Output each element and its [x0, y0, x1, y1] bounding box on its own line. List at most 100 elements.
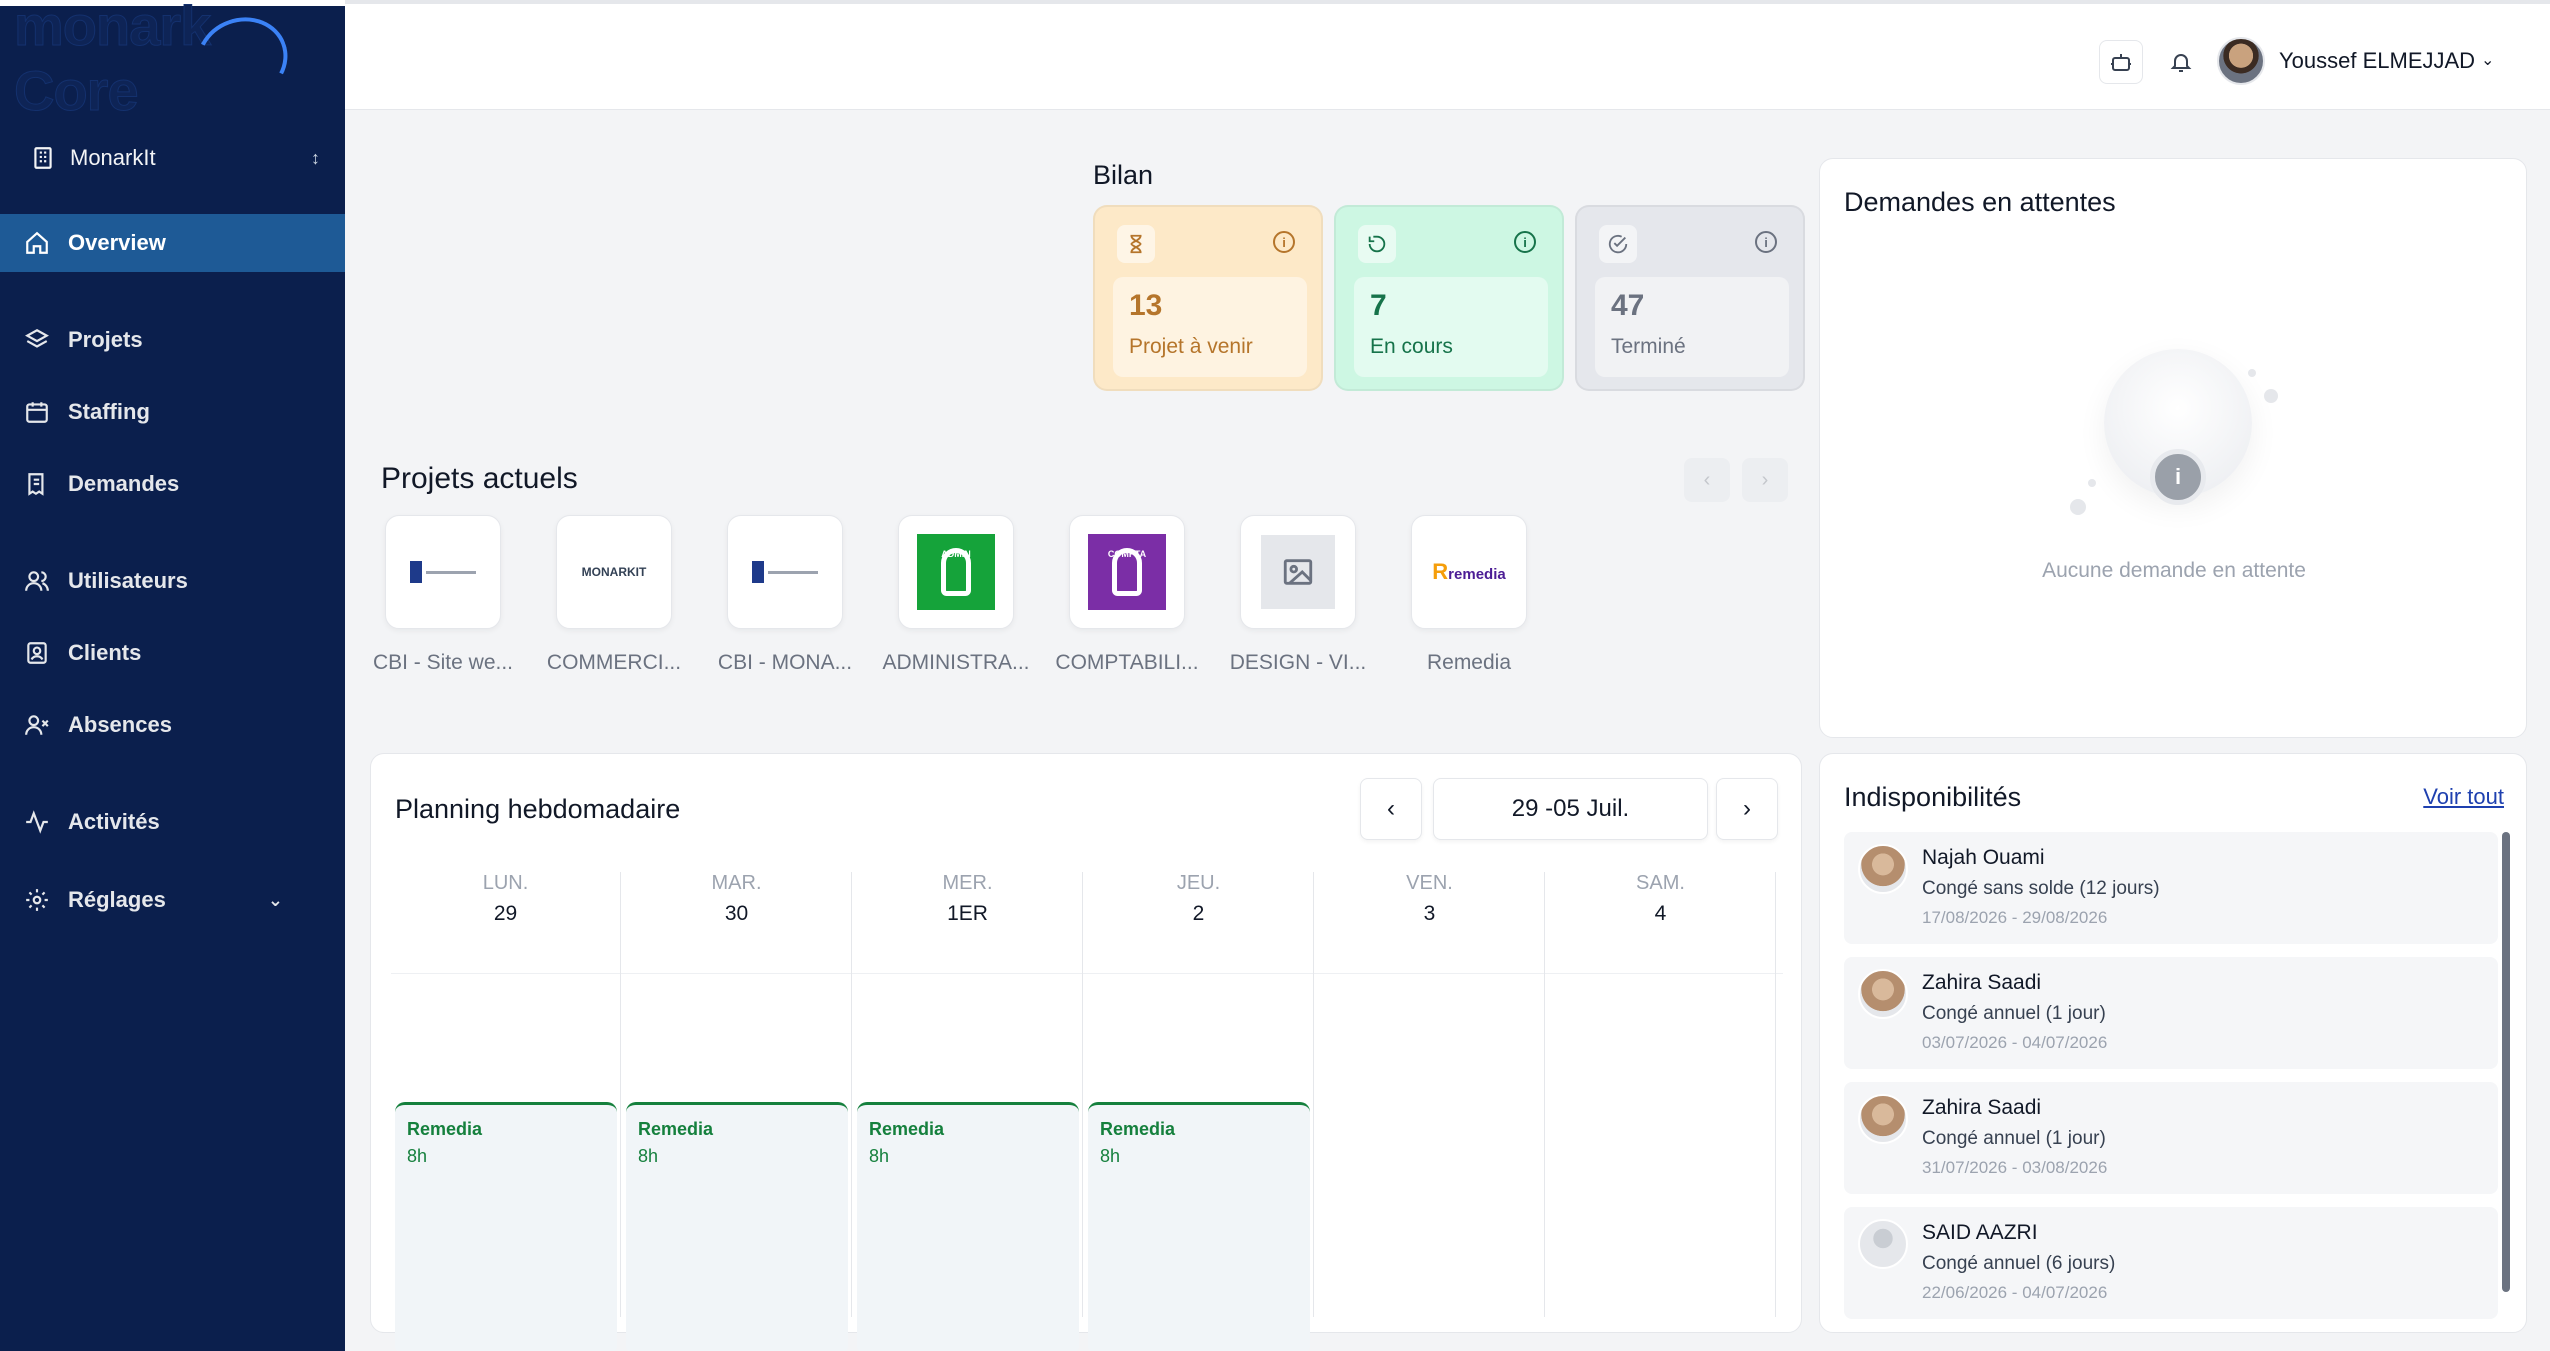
- remedia-logo-icon: Rremedia: [1432, 559, 1506, 584]
- sidebar-item-label: Activités: [68, 809, 160, 834]
- project-card[interactable]: DESIGN - VI...: [1223, 515, 1373, 675]
- sidebar-item-staffing[interactable]: Staffing: [0, 383, 345, 441]
- stat-card-en-cours[interactable]: i 7 En cours: [1334, 205, 1564, 391]
- projets-title: Projets actuels: [381, 462, 578, 495]
- planning-event[interactable]: Remedia 8h: [857, 1102, 1079, 1351]
- event-name: Remedia: [407, 1119, 483, 1139]
- user-name[interactable]: Youssef ELMEJJAD: [2279, 48, 2476, 73]
- day-name: JEU.: [1176, 872, 1221, 894]
- stat-label: Projet à venir: [1129, 335, 1253, 358]
- project-logo: COMPTA: [1069, 515, 1185, 629]
- stat-value: 7: [1370, 289, 1387, 322]
- demandes-panel: Demandes en attentes i Aucune demande en…: [1819, 158, 2527, 738]
- week-next-button[interactable]: ›: [1716, 778, 1778, 840]
- indispo-scrollbar[interactable]: [2502, 832, 2510, 1292]
- demandes-title: Demandes en attentes: [1844, 187, 2116, 217]
- info-icon[interactable]: i: [1514, 231, 1536, 253]
- project-card[interactable]: ADMIN ADMINISTRA...: [881, 515, 1031, 675]
- stat-value: 13: [1129, 289, 1163, 322]
- project-logo: ADMIN: [898, 515, 1014, 629]
- chevron-left-icon: ‹: [1703, 468, 1711, 491]
- day-name: MER.: [942, 872, 993, 894]
- project-card[interactable]: MONARKIT COMMERCI...: [539, 515, 689, 675]
- indispo-type: Congé annuel (1 jour): [1922, 1003, 2106, 1024]
- day-column: LUN. 29 Remedia 8h: [391, 872, 621, 1351]
- projets-prev-button[interactable]: ‹: [1684, 458, 1730, 502]
- project-card[interactable]: CBI - Site we...: [368, 515, 518, 675]
- project-card[interactable]: COMPTA COMPTABILI...: [1052, 515, 1202, 675]
- day-number: 3: [1423, 902, 1436, 925]
- stat-card-body: 7 En cours: [1354, 277, 1548, 377]
- sidebar-item-label: Projets: [68, 327, 143, 352]
- receipt-icon: [28, 473, 44, 496]
- chevron-down-icon[interactable]: ⌄: [2481, 52, 2495, 69]
- indispo-item[interactable]: Zahira Saadi Congé annuel (1 jour) 03/07…: [1844, 957, 2498, 1069]
- bot-icon: [2111, 54, 2131, 71]
- week-prev-button[interactable]: ‹: [1360, 778, 1422, 840]
- info-icon: i: [2150, 449, 2206, 505]
- sidebar-item-clients[interactable]: Clients: [0, 624, 345, 682]
- event-hours: 8h: [407, 1146, 428, 1166]
- day-column: JEU. 2 Remedia 8h: [1084, 872, 1314, 1351]
- notifications-button[interactable]: [2159, 40, 2203, 84]
- empty-state-text: Aucune demande en attente: [2042, 559, 2306, 582]
- day-name: SAM.: [1636, 872, 1685, 894]
- top-header: Youssef ELMEJJAD ⌄: [345, 0, 2550, 110]
- sidebar-item-label: Utilisateurs: [68, 568, 188, 593]
- info-icon[interactable]: i: [1273, 231, 1295, 253]
- avatar: [1858, 844, 1908, 894]
- user-avatar[interactable]: [2217, 37, 2265, 85]
- sidebar-item-reglages[interactable]: Réglages ⌄: [0, 871, 345, 929]
- project-card[interactable]: CBI - MONA...: [710, 515, 860, 675]
- sidebar-item-overview[interactable]: Overview: [0, 214, 345, 272]
- users-icon: [25, 571, 49, 591]
- empty-cloud-icon: i: [2070, 349, 2278, 519]
- event-name: Remedia: [638, 1119, 714, 1139]
- indispo-item[interactable]: Zahira Saadi Congé annuel (1 jour) 31/07…: [1844, 1082, 2498, 1194]
- indispo-dates: 17/08/2026 - 29/08/2026: [1922, 908, 2108, 927]
- cbi-logo-icon: [410, 561, 476, 583]
- sidebar-item-demandes[interactable]: Demandes: [0, 455, 345, 513]
- sidebar-item-utilisateurs[interactable]: Utilisateurs: [0, 552, 345, 610]
- planning-event[interactable]: Remedia 8h: [395, 1102, 617, 1351]
- indisponibilites-panel: Indisponibilités Voir tout Najah Ouami C…: [1819, 753, 2527, 1333]
- microphone-icon: ADMIN: [917, 534, 995, 610]
- indispo-type: Congé sans solde (12 jours): [1922, 878, 2160, 899]
- planning-event[interactable]: Remedia 8h: [626, 1102, 848, 1351]
- brand-logo[interactable]: monark Core: [14, 0, 334, 123]
- day-column: SAM. 4: [1546, 872, 1776, 1317]
- indispo-name: Zahira Saadi: [1922, 1096, 2042, 1119]
- project-caption: Remedia: [1426, 651, 1512, 674]
- projets-next-button[interactable]: ›: [1742, 458, 1788, 502]
- info-icon[interactable]: i: [1755, 231, 1777, 253]
- assistant-button[interactable]: [2099, 40, 2143, 84]
- sidebar-item-activites[interactable]: Activités: [0, 793, 345, 851]
- project-caption: CBI - Site we...: [372, 651, 514, 674]
- bilan-title: Bilan: [1093, 160, 1154, 190]
- day-number: 4: [1654, 902, 1667, 925]
- org-label: MonarkIt: [70, 145, 156, 170]
- project-logo: MONARKIT: [556, 515, 672, 629]
- org-selector[interactable]: MonarkIt ↕: [30, 136, 320, 180]
- voir-tout-link[interactable]: Voir tout: [2423, 784, 2504, 809]
- cbi-logo-icon: [752, 561, 818, 583]
- monarkit-logo-icon: MONARKIT: [581, 565, 647, 579]
- sidebar-item-projets[interactable]: Projets: [0, 311, 345, 369]
- avatar: [1858, 1094, 1908, 1144]
- sidebar-item-label: Clients: [68, 640, 142, 665]
- planning-event[interactable]: Remedia 8h: [1088, 1102, 1310, 1351]
- event-hours: 8h: [638, 1146, 659, 1166]
- indispo-type: Congé annuel (6 jours): [1922, 1253, 2116, 1274]
- hourglass-icon: [1117, 225, 1155, 263]
- microphone-icon: COMPTA: [1088, 534, 1166, 610]
- indispo-item[interactable]: Najah Ouami Congé sans solde (12 jours) …: [1844, 832, 2498, 944]
- indispo-item[interactable]: SAID AAZRI Congé annuel (6 jours) 22/06/…: [1844, 1207, 2498, 1319]
- sidebar-item-absences[interactable]: Absences: [0, 696, 345, 754]
- day-name: VEN.: [1406, 872, 1453, 894]
- stat-card-a-venir[interactable]: i 13 Projet à venir: [1093, 205, 1323, 391]
- planning-panel: Planning hebdomadaire ‹ 29 -05 Juil. › L…: [370, 753, 1802, 1351]
- indispo-name: SAID AAZRI: [1922, 1221, 2038, 1244]
- stat-card-termine[interactable]: i 47 Terminé: [1575, 205, 1805, 391]
- project-caption: COMPTABILI...: [1055, 651, 1199, 674]
- project-card[interactable]: Rremedia Remedia: [1394, 515, 1544, 675]
